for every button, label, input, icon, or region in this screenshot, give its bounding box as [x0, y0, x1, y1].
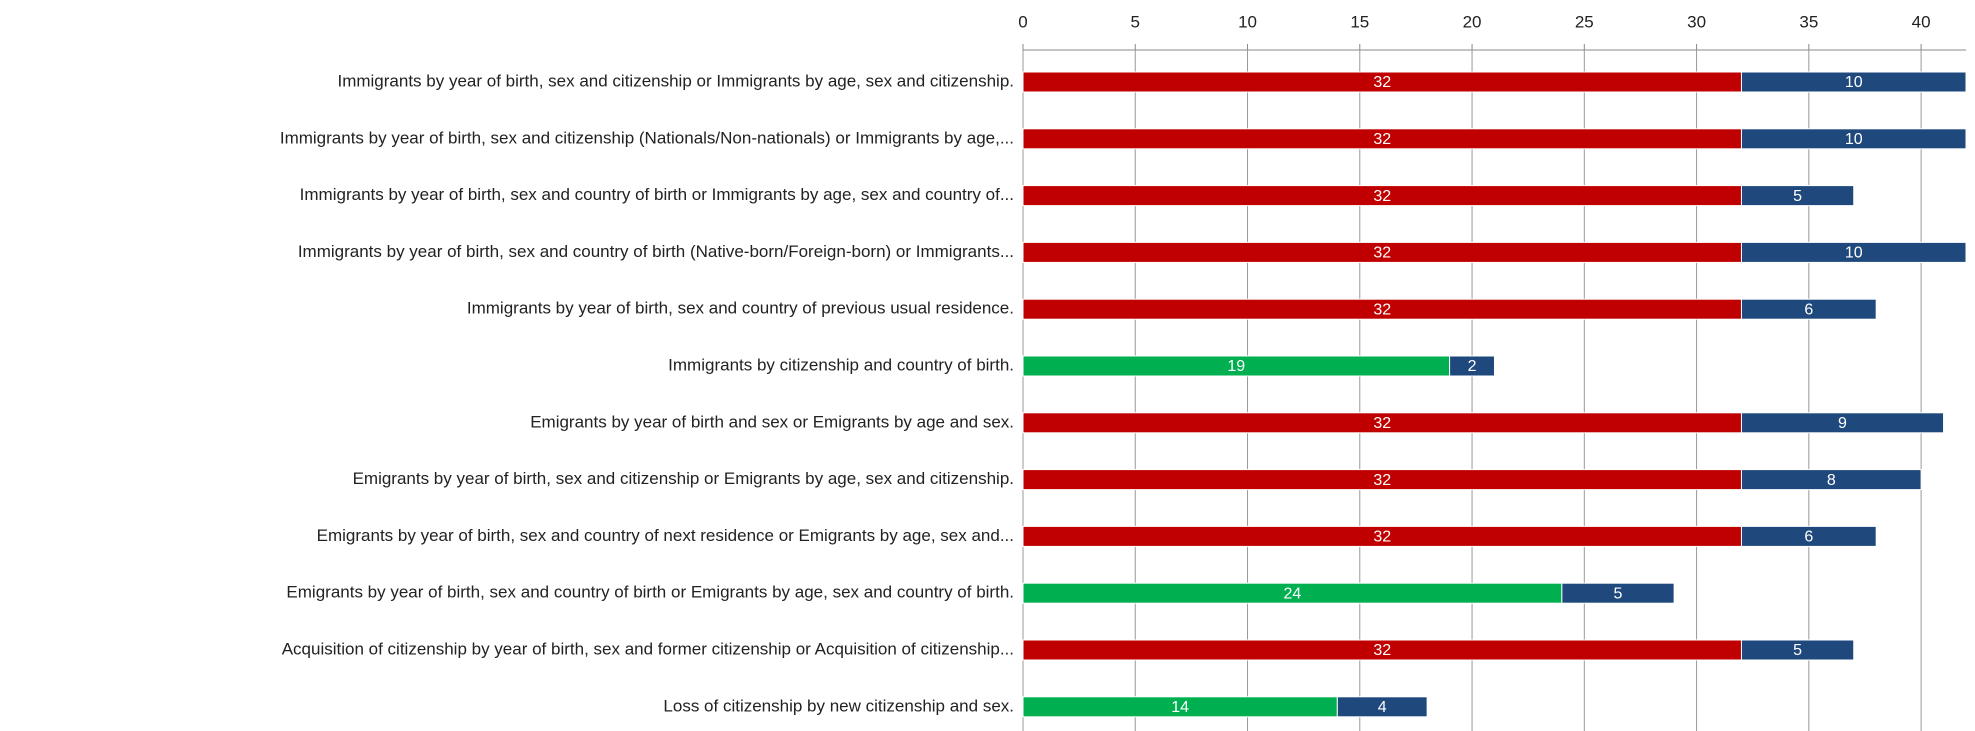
bar-segment [1740, 412, 1945, 434]
value-label: 4 [1378, 699, 1387, 716]
bar-segment [1740, 185, 1855, 207]
x-tick-label: 10 [1238, 12, 1257, 31]
value-label: 5 [1614, 585, 1623, 602]
x-tick-label: 15 [1350, 12, 1369, 31]
value-label: 32 [1373, 529, 1391, 546]
bar-segment [1740, 298, 1877, 320]
value-label: 10 [1845, 74, 1863, 91]
bar-segment [1740, 241, 1967, 263]
value-label: 6 [1804, 529, 1813, 546]
value-label: 8 [1827, 472, 1836, 489]
bar-segment [1740, 525, 1877, 547]
value-label: 14 [1171, 699, 1189, 716]
bar-segment [1740, 71, 1967, 93]
x-tick-label: 0 [1018, 12, 1027, 31]
category-label: Emigrants by year of birth, sex and coun… [317, 526, 1014, 545]
category-label: Immigrants by citizenship and country of… [668, 355, 1014, 374]
value-label: 32 [1373, 131, 1391, 148]
category-label: Acquisition of citizenship by year of bi… [282, 639, 1014, 658]
category-label: Emigrants by year of birth and sex or Em… [530, 412, 1014, 431]
x-tick-label: 35 [1799, 12, 1818, 31]
value-label: 9 [1838, 415, 1847, 432]
category-label: Immigrants by year of birth, sex and cou… [467, 299, 1014, 318]
category-label: Loss of citizenship by new citizenship a… [663, 696, 1014, 715]
value-label: 19 [1227, 358, 1245, 375]
bar-segment [1740, 639, 1855, 661]
x-tick-label: 30 [1687, 12, 1706, 31]
category-label: Emigrants by year of birth, sex and citi… [353, 469, 1014, 488]
bar-segment [1561, 582, 1675, 604]
value-label: 32 [1373, 642, 1391, 659]
x-tick-label: 40 [1912, 12, 1931, 31]
bar-segment [1740, 469, 1922, 491]
category-label: Immigrants by year of birth, sex and cou… [298, 242, 1014, 261]
x-tick-label: 25 [1575, 12, 1594, 31]
value-label: 32 [1373, 74, 1391, 91]
x-tick-label: 5 [1131, 12, 1140, 31]
value-label: 32 [1373, 472, 1391, 489]
category-label: Immigrants by year of birth, sex and cou… [300, 185, 1014, 204]
category-label: Immigrants by year of birth, sex and cit… [280, 128, 1014, 147]
value-label: 32 [1373, 245, 1391, 262]
x-tick-label: 20 [1463, 12, 1482, 31]
bar-segment [1336, 696, 1428, 718]
value-label: 10 [1845, 131, 1863, 148]
category-label: Emigrants by year of birth, sex and coun… [286, 583, 1014, 602]
value-label: 24 [1284, 585, 1302, 602]
bar-segment [1449, 355, 1495, 377]
value-label: 5 [1793, 642, 1802, 659]
value-label: 6 [1804, 301, 1813, 318]
value-label: 32 [1373, 188, 1391, 205]
value-label: 2 [1468, 358, 1477, 375]
category-label: Immigrants by year of birth, sex and cit… [337, 71, 1014, 90]
value-label: 5 [1793, 188, 1802, 205]
value-label: 32 [1373, 415, 1391, 432]
bar-segment [1740, 128, 1967, 150]
value-label: 10 [1845, 245, 1863, 262]
value-label: 32 [1373, 301, 1391, 318]
